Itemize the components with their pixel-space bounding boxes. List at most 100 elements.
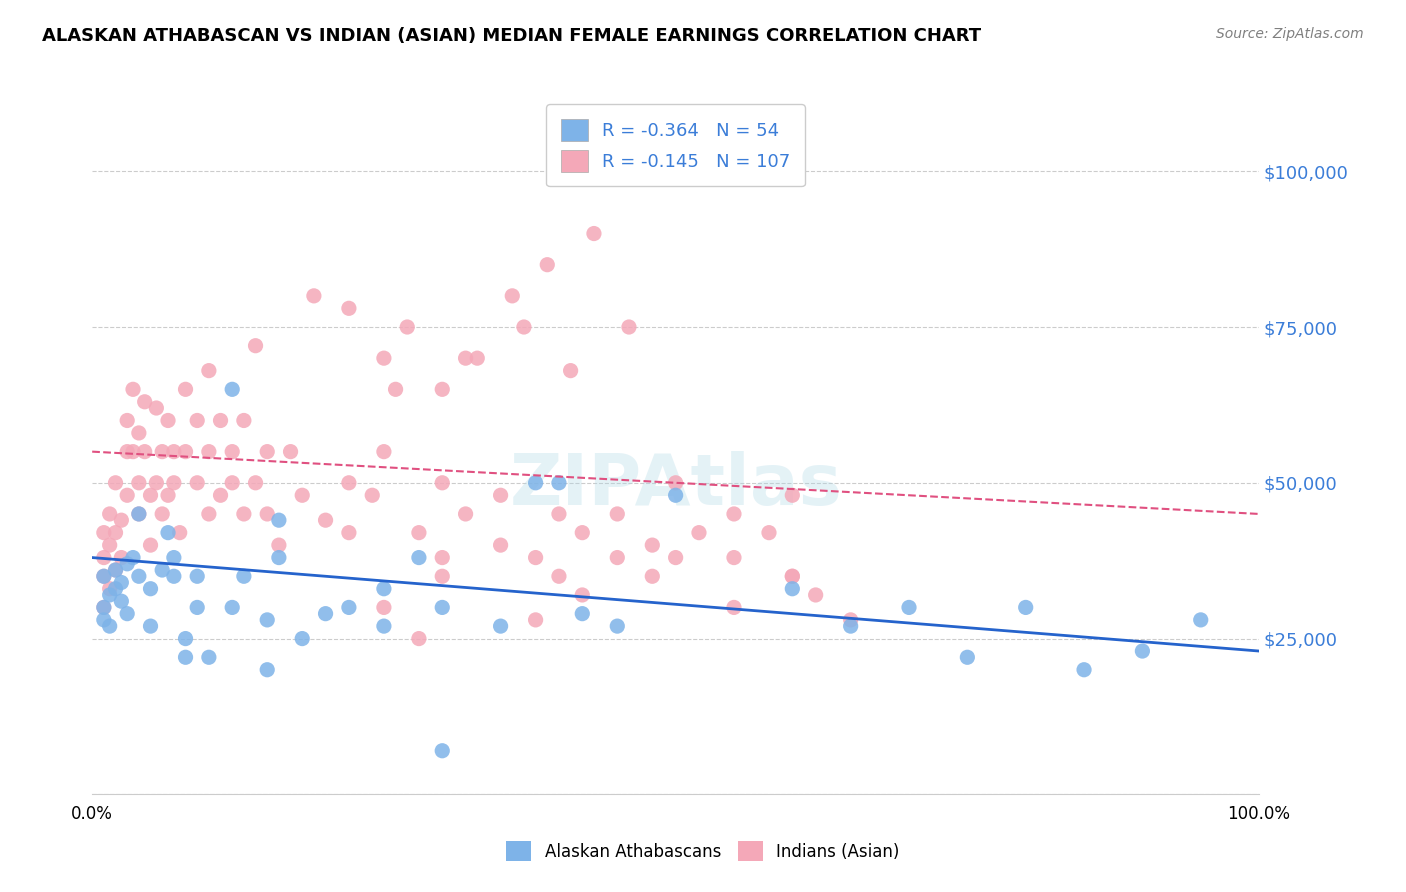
Point — [221, 444, 243, 458]
Point — [110, 594, 132, 608]
Point — [373, 619, 395, 633]
Point — [98, 582, 121, 596]
Point — [782, 569, 804, 583]
Point — [501, 289, 523, 303]
Point — [174, 632, 197, 646]
Point — [536, 258, 558, 272]
Point — [408, 525, 430, 540]
Point — [115, 488, 138, 502]
Point — [641, 569, 664, 583]
Point — [110, 575, 132, 590]
Legend: R = -0.364   N = 54, R = -0.145   N = 107: R = -0.364 N = 54, R = -0.145 N = 107 — [547, 104, 806, 186]
Point — [432, 382, 454, 396]
Point — [93, 613, 115, 627]
Point — [209, 488, 232, 502]
Point — [280, 444, 302, 458]
Point — [1189, 613, 1212, 627]
Point — [104, 563, 127, 577]
Point — [150, 444, 173, 458]
Point — [665, 550, 688, 565]
Point — [174, 444, 197, 458]
Point — [256, 663, 278, 677]
Point — [221, 475, 243, 490]
Point — [1073, 663, 1095, 677]
Point — [115, 413, 138, 427]
Point — [150, 563, 173, 577]
Point — [115, 557, 138, 571]
Point — [256, 507, 278, 521]
Point — [373, 444, 395, 458]
Point — [93, 569, 115, 583]
Point — [291, 632, 314, 646]
Point — [134, 444, 156, 458]
Point — [606, 619, 628, 633]
Point — [1015, 600, 1038, 615]
Point — [465, 351, 488, 366]
Point — [454, 351, 477, 366]
Point — [122, 382, 145, 396]
Point — [163, 444, 186, 458]
Point — [93, 525, 115, 540]
Point — [337, 525, 360, 540]
Point — [157, 413, 180, 427]
Point — [524, 550, 547, 565]
Point — [110, 513, 132, 527]
Point — [688, 525, 710, 540]
Point — [134, 394, 156, 409]
Point — [582, 227, 605, 241]
Point — [256, 444, 278, 458]
Point — [93, 600, 115, 615]
Point — [839, 619, 862, 633]
Point — [384, 382, 406, 396]
Point — [432, 744, 454, 758]
Text: ZIPAtlas: ZIPAtlas — [509, 451, 842, 520]
Point — [337, 600, 360, 615]
Point — [232, 413, 254, 427]
Point — [104, 563, 127, 577]
Point — [489, 619, 512, 633]
Point — [513, 320, 536, 334]
Point — [174, 650, 197, 665]
Point — [432, 600, 454, 615]
Point — [174, 382, 197, 396]
Point — [163, 569, 186, 583]
Point — [560, 364, 582, 378]
Point — [898, 600, 921, 615]
Point — [256, 613, 278, 627]
Text: ALASKAN ATHABASCAN VS INDIAN (ASIAN) MEDIAN FEMALE EARNINGS CORRELATION CHART: ALASKAN ATHABASCAN VS INDIAN (ASIAN) MED… — [42, 27, 981, 45]
Point — [432, 475, 454, 490]
Point — [163, 475, 186, 490]
Point — [128, 425, 150, 440]
Point — [93, 600, 115, 615]
Point — [489, 488, 512, 502]
Point — [454, 507, 477, 521]
Point — [221, 600, 243, 615]
Point — [782, 582, 804, 596]
Point — [110, 550, 132, 565]
Point — [396, 320, 419, 334]
Point — [641, 538, 664, 552]
Point — [804, 588, 827, 602]
Point — [408, 632, 430, 646]
Point — [571, 588, 593, 602]
Point — [157, 488, 180, 502]
Point — [524, 613, 547, 627]
Point — [104, 475, 127, 490]
Point — [267, 550, 290, 565]
Point — [571, 607, 593, 621]
Point — [782, 569, 804, 583]
Point — [209, 413, 232, 427]
Point — [723, 600, 745, 615]
Point — [128, 569, 150, 583]
Point — [432, 569, 454, 583]
Point — [432, 550, 454, 565]
Point — [163, 550, 186, 565]
Point — [606, 550, 628, 565]
Point — [1132, 644, 1154, 658]
Point — [104, 582, 127, 596]
Point — [198, 364, 221, 378]
Point — [98, 538, 121, 552]
Point — [723, 550, 745, 565]
Point — [723, 507, 745, 521]
Point — [98, 619, 121, 633]
